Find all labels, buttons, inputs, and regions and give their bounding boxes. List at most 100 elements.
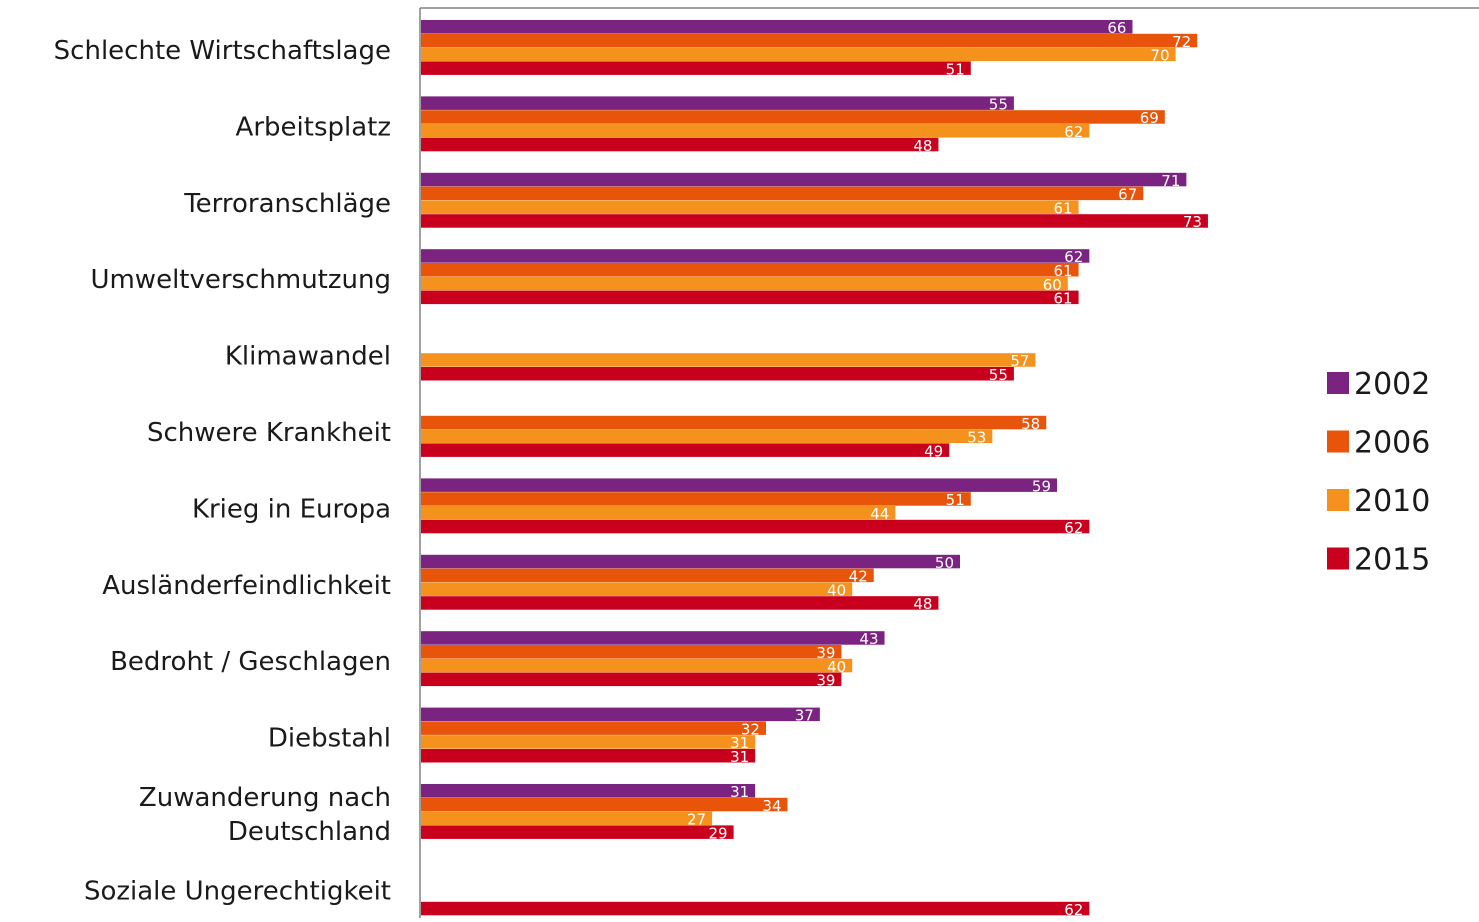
data-label: 49 [924,442,943,460]
legend-swatch [1327,547,1349,570]
category-label: Arbeitsplatz [236,112,391,142]
data-label: 44 [870,505,889,523]
category-label: Klimawandel [225,342,391,372]
category-label: Zuwanderung nach Deutschland [139,783,391,847]
bar-2010 [421,506,896,520]
data-label: 59 [1032,477,1051,495]
bar-2015 [421,137,939,152]
data-label: 61 [1053,262,1072,280]
data-label: 51 [946,60,965,78]
data-label: 31 [730,734,749,752]
data-label: 32 [741,720,760,738]
bar-2015 [421,672,842,687]
bar-2006 [421,797,788,812]
data-label: 61 [1053,199,1072,217]
bar-2002 [421,96,1014,110]
data-label: 71 [1161,172,1180,190]
bar-2010 [421,200,1079,214]
category-labels: Schlechte Wirtschaftslage Arbeitsplatz Ter… [54,36,391,906]
bar-2015 [421,214,1208,228]
bar-2015 [421,290,1079,305]
data-label: 57 [1010,352,1029,370]
bar-2010 [421,276,1068,291]
data-label: 40 [827,581,846,599]
bar-2006 [421,415,1047,430]
bar-2010 [421,811,713,826]
bar-2006 [421,110,1165,124]
bar-2006 [421,33,1198,48]
data-label: 48 [913,137,932,155]
data-label: 73 [1183,213,1202,231]
bar-2002 [421,249,1090,263]
bar-2010 [421,658,853,673]
data-label: 62 [1064,123,1083,141]
bar-2015 [421,61,971,75]
data-label: 58 [1021,415,1040,433]
bar-2002 [421,707,820,722]
category-label: Krieg in Europa [192,494,391,524]
bar-2010 [421,47,1176,62]
bar-2010 [421,353,1036,367]
category-label: Ausländerfeindlichkeit [102,571,391,601]
data-label: 62 [1064,248,1083,266]
legend-swatch [1327,372,1349,394]
legend-label: 2010 [1354,484,1430,519]
data-label: 67 [1118,186,1137,204]
data-label: 61 [1053,290,1072,308]
data-label: 62 [1064,901,1083,919]
data-label: 50 [935,554,954,572]
bar-2002 [421,631,885,645]
data-label: 27 [687,811,706,829]
legend-label: 2002 [1354,367,1430,402]
data-label: 55 [989,95,1008,113]
axes [419,7,1479,918]
data-label: 55 [989,366,1008,384]
data-label: 62 [1064,519,1083,537]
bar-2010 [421,735,756,749]
bar-2002 [421,554,960,569]
bar-2002 [421,478,1058,492]
legend: 2002 2006 2010 2015 [1327,367,1430,578]
category-label: Bedroht / Geschlagen [110,647,391,677]
bar-2006 [421,568,874,583]
data-label: 29 [709,824,728,842]
bar-2010 [421,429,993,444]
data-label: 69 [1140,109,1159,127]
bar-2002 [421,20,1133,34]
data-label: 51 [946,491,965,509]
data-label: 34 [762,797,781,815]
data-label: 60 [1043,276,1062,294]
legend-label: 2006 [1354,426,1430,461]
bar-2006 [421,263,1079,277]
legend-swatch [1327,430,1349,453]
bar-2002 [421,784,756,798]
data-label: 40 [827,658,846,676]
data-label: 48 [913,595,932,613]
data-label: 37 [795,707,814,725]
bar-2015 [421,519,1090,534]
bar-2010 [421,124,1090,138]
category-label: Diebstahl [268,724,391,754]
bar-2015 [421,443,950,457]
data-label: 66 [1107,19,1126,37]
category-label: Soziale Ungerechtigkeit [84,876,391,906]
bar-2006 [421,721,766,735]
data-label: 70 [1151,47,1170,65]
bar-2002 [421,172,1187,187]
bar-2010 [421,582,853,596]
bar-2006 [421,492,971,506]
bar-2015 [421,367,1014,381]
category-label: Terroranschläge [183,189,391,219]
category-label: Umweltverschmutzung [90,265,391,295]
bar-2006 [421,645,842,659]
category-label: Schwere Krankheit [147,418,391,448]
bar-2015 [421,596,939,610]
data-label: 39 [816,672,835,690]
bar-2015 [421,749,756,763]
category-label: Schlechte Wirtschaftslage [54,36,391,66]
bar-2006 [421,186,1144,201]
data-label: 31 [730,783,749,801]
bar-2015 [421,825,734,839]
data-label: 42 [849,568,868,586]
